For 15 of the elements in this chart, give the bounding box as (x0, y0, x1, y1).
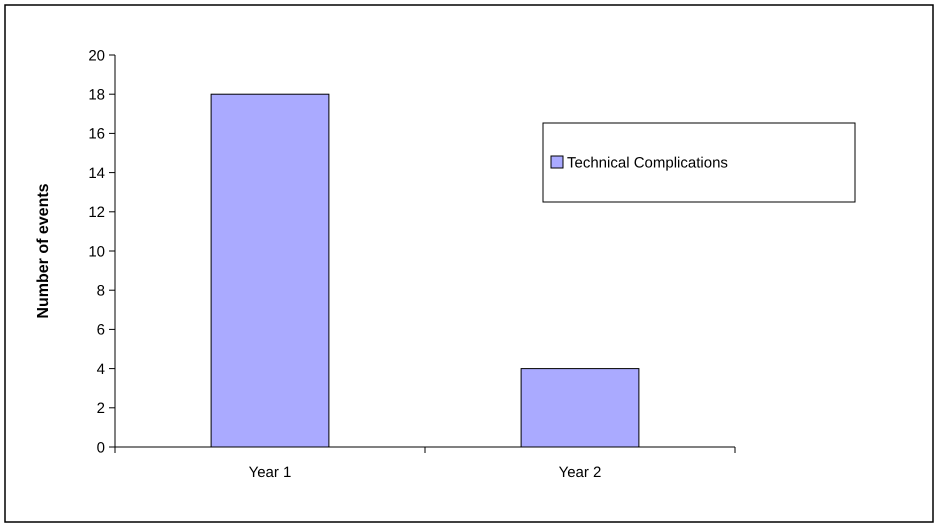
y-tick-label: 0 (96, 439, 105, 456)
x-tick-label: Year 2 (558, 464, 602, 481)
y-tick-label: 16 (88, 126, 105, 143)
x-tick-label: Year 1 (248, 464, 292, 481)
y-tick-label: 4 (96, 360, 105, 378)
y-tick-label: 18 (88, 86, 105, 104)
y-tick-label: 10 (88, 243, 105, 260)
y-tick-label: 6 (96, 322, 105, 339)
y-tick-label: 2 (96, 400, 105, 418)
y-tick-label: 20 (88, 47, 105, 64)
y-tick-label: 14 (88, 164, 105, 182)
legend-label: Technical Complications (567, 154, 728, 172)
y-tick-label: 12 (88, 204, 105, 222)
y-axis-title: Number of events (35, 183, 52, 319)
y-tick-label: 8 (96, 282, 105, 300)
